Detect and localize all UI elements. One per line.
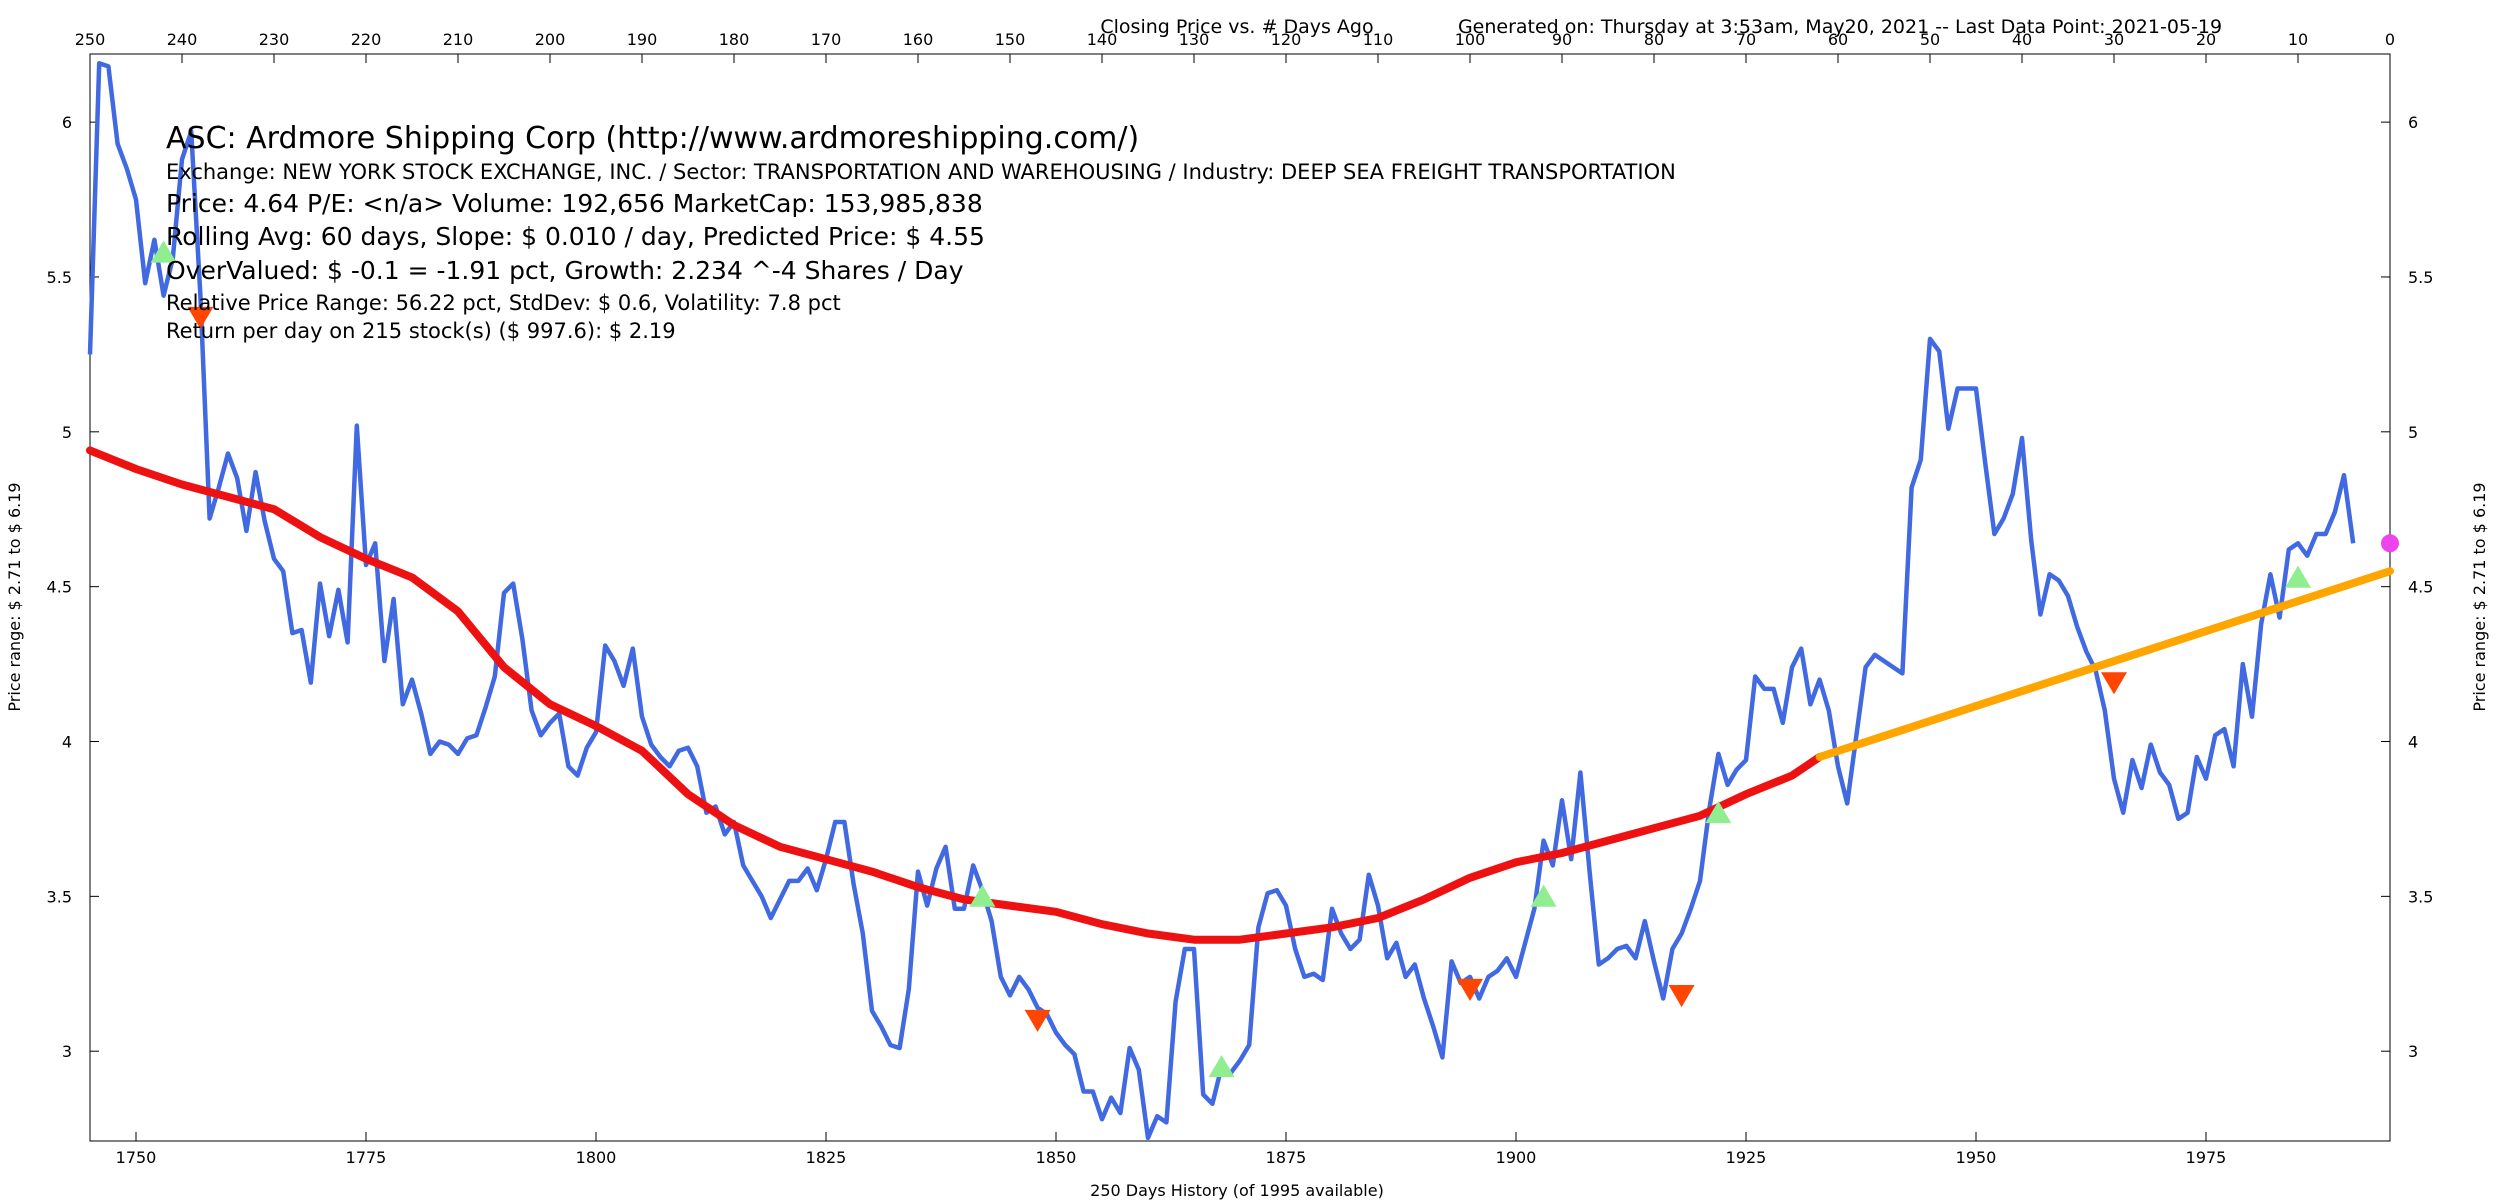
rolling-avg-info: Rolling Avg: 60 days, Slope: $ 0.010 / d… (166, 222, 985, 251)
x-tick-label-top: 130 (1179, 30, 1210, 49)
x-tick-label-bottom: 1750 (116, 1148, 157, 1167)
exchange-sector-industry: Exchange: NEW YORK STOCK EXCHANGE, INC. … (166, 160, 1676, 184)
x-tick-label-top: 90 (1552, 30, 1572, 49)
overvalued-growth-info: OverValued: $ -0.1 = -1.91 pct, Growth: … (166, 256, 964, 285)
y-tick-label-right: 5 (2408, 423, 2418, 442)
x-tick-label-bottom: 1900 (1496, 1148, 1537, 1167)
x-tick-label-top: 230 (259, 30, 290, 49)
sell-marker (2101, 672, 2127, 695)
x-tick-label-top: 210 (443, 30, 474, 49)
sell-marker (187, 306, 214, 329)
x-tick-label-top: 150 (995, 30, 1026, 49)
x-tick-label-top: 190 (627, 30, 658, 49)
x-tick-label-top: 60 (1828, 30, 1848, 49)
buy-marker (2285, 565, 2311, 588)
x-tick-label-top: 170 (811, 30, 842, 49)
x-tick-label-top: 20 (2196, 30, 2216, 49)
x-tick-label-bottom: 1775 (346, 1148, 387, 1167)
x-tick-label-bottom: 1925 (1726, 1148, 1767, 1167)
x-tick-label-bottom: 1800 (576, 1148, 617, 1167)
buy-marker (150, 240, 177, 263)
x-tick-label-bottom: 1950 (1956, 1148, 1997, 1167)
rolling-avg-line (86, 446, 1824, 944)
x-tick-label-top: 100 (1455, 30, 1486, 49)
return-per-day-info: Return per day on 215 stock(s) ($ 997.6)… (166, 319, 676, 343)
sell-marker (1457, 978, 1483, 1001)
plot-frame (89, 53, 2391, 1142)
x-tick-label-top: 200 (535, 30, 566, 49)
x-tick-label-top: 50 (1920, 30, 1940, 49)
x-tick-label-top: 70 (1736, 30, 1756, 49)
y-tick-label-right: 3 (2408, 1042, 2418, 1061)
x-tick-label-top: 110 (1363, 30, 1394, 49)
x-tick-label-bottom: 1975 (2186, 1148, 2227, 1167)
x-tick-label-bottom: 1850 (1036, 1148, 1077, 1167)
x-tick-label-top: 160 (903, 30, 934, 49)
projection-line (1815, 567, 2394, 761)
relative-price-range-info: Relative Price Range: 56.22 pct, StdDev:… (166, 291, 841, 315)
price-pe-volume-marketcap: Price: 4.64 P/E: <n/a> Volume: 192,656 M… (166, 189, 983, 218)
x-tick-label-top: 30 (2104, 30, 2124, 49)
x-tick-label-top: 240 (167, 30, 198, 49)
x-tick-label-top: 10 (2288, 30, 2308, 49)
y-tick-label-right: 6 (2408, 113, 2418, 132)
y-axis-label-left: Price range: $ 2.71 to $ 6.19 (5, 482, 24, 711)
y-tick-label-left: 5.5 (47, 268, 72, 287)
x-axis-label: 250 Days History (of 1995 available) (1090, 1181, 1384, 1200)
x-tick-label-top: 80 (1644, 30, 1664, 49)
x-tick-label-top: 40 (2012, 30, 2032, 49)
buy-marker (1530, 884, 1557, 907)
stock-title: ASC: Ardmore Shipping Corp (http://www.a… (166, 121, 1139, 156)
chart-markers (150, 240, 2399, 1078)
sell-marker (1668, 985, 1695, 1008)
chart-header-title: Closing Price vs. # Days Ago (1100, 16, 1373, 38)
x-tick-label-bottom: 1825 (806, 1148, 847, 1167)
y-tick-label-left: 4 (62, 733, 72, 752)
last-price-dot (2381, 534, 2399, 553)
x-tick-label-bottom: 1875 (1266, 1148, 1307, 1167)
y-tick-label-right: 4.5 (2408, 578, 2433, 597)
y-tick-label-left: 3 (62, 1042, 72, 1061)
y-tick-label-right: 5.5 (2408, 268, 2433, 287)
y-tick-label-right: 4 (2408, 733, 2418, 752)
y-tick-label-left: 5 (62, 423, 72, 442)
generated-on-label: Generated on: Thursday at 3:53am, May20,… (1458, 16, 2222, 38)
y-tick-label-left: 6 (62, 113, 72, 132)
x-tick-label-top: 180 (719, 30, 750, 49)
x-tick-label-top: 220 (351, 30, 382, 49)
sell-marker (1024, 1009, 1051, 1032)
x-tick-label-top: 250 (75, 30, 106, 49)
x-tick-label-top: 140 (1087, 30, 1118, 49)
x-tick-label-top: 0 (2385, 30, 2395, 49)
y-tick-label-right: 3.5 (2408, 887, 2433, 906)
buy-marker (1705, 801, 1732, 824)
y-tick-label-left: 3.5 (47, 887, 72, 906)
y-axis-label-right: Price range: $ 2.71 to $ 6.19 (2470, 482, 2489, 711)
buy-marker (1208, 1054, 1235, 1078)
y-tick-label-left: 4.5 (47, 578, 72, 597)
buy-marker (969, 884, 996, 907)
x-tick-label-top: 120 (1271, 30, 1302, 49)
